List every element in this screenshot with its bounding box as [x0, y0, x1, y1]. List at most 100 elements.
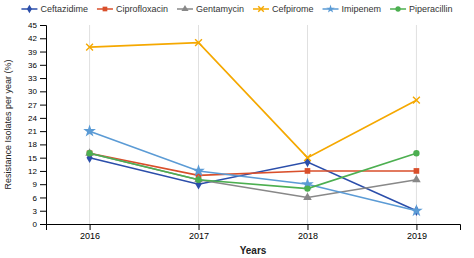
- legend-item: Ceftazidime: [21, 4, 88, 14]
- y-tick: 9: [33, 180, 46, 189]
- grid-line: [198, 25, 199, 224]
- y-tick: 18: [28, 140, 46, 149]
- y-tick: 33: [28, 74, 46, 83]
- y-tick-mark: [40, 78, 46, 79]
- y-tick-mark: [40, 38, 46, 39]
- point-marker: [413, 97, 420, 104]
- point-marker: [303, 193, 312, 200]
- legend-label: Imipenem: [342, 4, 382, 14]
- y-tick-label: 15: [28, 154, 37, 163]
- y-tick-label: 36: [28, 61, 37, 70]
- point-marker: [195, 177, 201, 183]
- x-tick-label: 2018: [298, 231, 318, 241]
- x-tick-label: 2019: [407, 231, 427, 241]
- y-tick: 0: [33, 220, 46, 229]
- x-tick-label: 2016: [80, 231, 100, 241]
- y-tick: 15: [28, 154, 46, 163]
- x-tick-mark: [416, 224, 417, 230]
- x-axis-title: Years: [240, 245, 267, 256]
- legend-label: Gentamycin: [196, 4, 244, 14]
- y-tick: 39: [28, 48, 46, 57]
- y-tick-mark: [40, 144, 46, 145]
- point-marker: [412, 175, 421, 182]
- series-line: [90, 153, 417, 197]
- y-tick: 30: [28, 87, 46, 96]
- legend: Ceftazidime Ciprofloxacin Gentamycin Cefpir…: [21, 4, 452, 14]
- series-line: [90, 153, 417, 175]
- x-tick-mark: [199, 224, 200, 230]
- legend-item: Gentamycin: [177, 4, 244, 14]
- point-marker: [87, 150, 93, 156]
- y-tick-mark: [40, 211, 46, 212]
- y-tick: 24: [28, 114, 46, 123]
- point-marker: [83, 124, 96, 136]
- point-marker: [86, 44, 93, 51]
- y-tick: 21: [28, 127, 46, 136]
- y-tick-label: 30: [28, 87, 37, 96]
- y-tick-label: 27: [28, 101, 37, 110]
- plot: 2016201720182019036912151821242730333639…: [28, 21, 460, 241]
- legend-label: Ciprofloxacin: [116, 4, 168, 14]
- y-tick-label: 12: [28, 167, 37, 176]
- x-tick: 2018: [298, 224, 318, 241]
- grid-line: [416, 25, 417, 224]
- point-marker: [86, 150, 92, 156]
- y-tick-mark: [40, 105, 46, 106]
- point-marker: [414, 168, 420, 174]
- x-tick-mark: [90, 224, 91, 230]
- legend-marker: [103, 7, 108, 12]
- legend-marker: [258, 6, 264, 12]
- grid: [90, 25, 417, 224]
- series-line: [90, 131, 417, 211]
- y-tick: 27: [28, 101, 46, 110]
- y-tick-mark: [40, 52, 46, 53]
- point-marker: [304, 154, 311, 161]
- legend-item: Imipenem: [323, 4, 382, 14]
- series-line: [90, 43, 417, 158]
- series-line: [90, 153, 417, 188]
- y-tick: 45: [28, 21, 46, 30]
- y-tick-label: 39: [28, 48, 37, 57]
- y-tick-label: 9: [33, 180, 38, 189]
- point-marker: [410, 204, 423, 216]
- y-tick: 6: [33, 194, 46, 203]
- legend-label: Ceftazidime: [40, 4, 88, 14]
- legend-item: Ciprofloxacin: [97, 4, 168, 14]
- y-tick-label: 45: [28, 21, 37, 30]
- legend-marker: [27, 5, 32, 14]
- x-axis-line: [47, 225, 461, 231]
- y-tick-label: 21: [28, 127, 37, 136]
- y-axis-title: Resistance Isolates per year (%): [3, 59, 13, 189]
- point-marker: [413, 150, 419, 156]
- x-tick: 2016: [80, 224, 100, 241]
- y-tick-mark: [40, 224, 46, 225]
- y-tick-mark: [40, 118, 46, 119]
- y-tick-label: 18: [28, 140, 37, 149]
- legend-label: Piperacillin: [409, 4, 453, 14]
- y-tick-mark: [40, 184, 46, 185]
- y-axis-line: [40, 26, 47, 225]
- x-tick-mark: [307, 224, 308, 230]
- legend-item: Cefpirome: [253, 4, 314, 14]
- y-tick: 36: [28, 61, 46, 70]
- y-tick-mark: [40, 158, 46, 159]
- x-tick-label: 2017: [189, 231, 209, 241]
- y-tick: 12: [28, 167, 46, 176]
- point-marker: [192, 164, 205, 176]
- y-tick: 3: [33, 207, 46, 216]
- legend-marker: [181, 5, 188, 11]
- y-tick-label: 3: [33, 207, 38, 216]
- y-tick-mark: [40, 171, 46, 172]
- y-tick-label: 0: [33, 220, 38, 229]
- legend-item: Piperacillin: [390, 4, 453, 14]
- x-tick: 2017: [189, 224, 209, 241]
- x-axis: 2016 2017 2018 2019: [47, 224, 461, 241]
- legend-marker: [326, 5, 334, 13]
- y-tick-mark: [40, 25, 46, 26]
- y-tick-label: 24: [28, 114, 37, 123]
- y-tick-mark: [40, 131, 46, 132]
- y-tick-label: 33: [28, 74, 37, 83]
- point-marker: [304, 185, 310, 191]
- legend-marker: [395, 6, 400, 11]
- y-tick-mark: [40, 91, 46, 92]
